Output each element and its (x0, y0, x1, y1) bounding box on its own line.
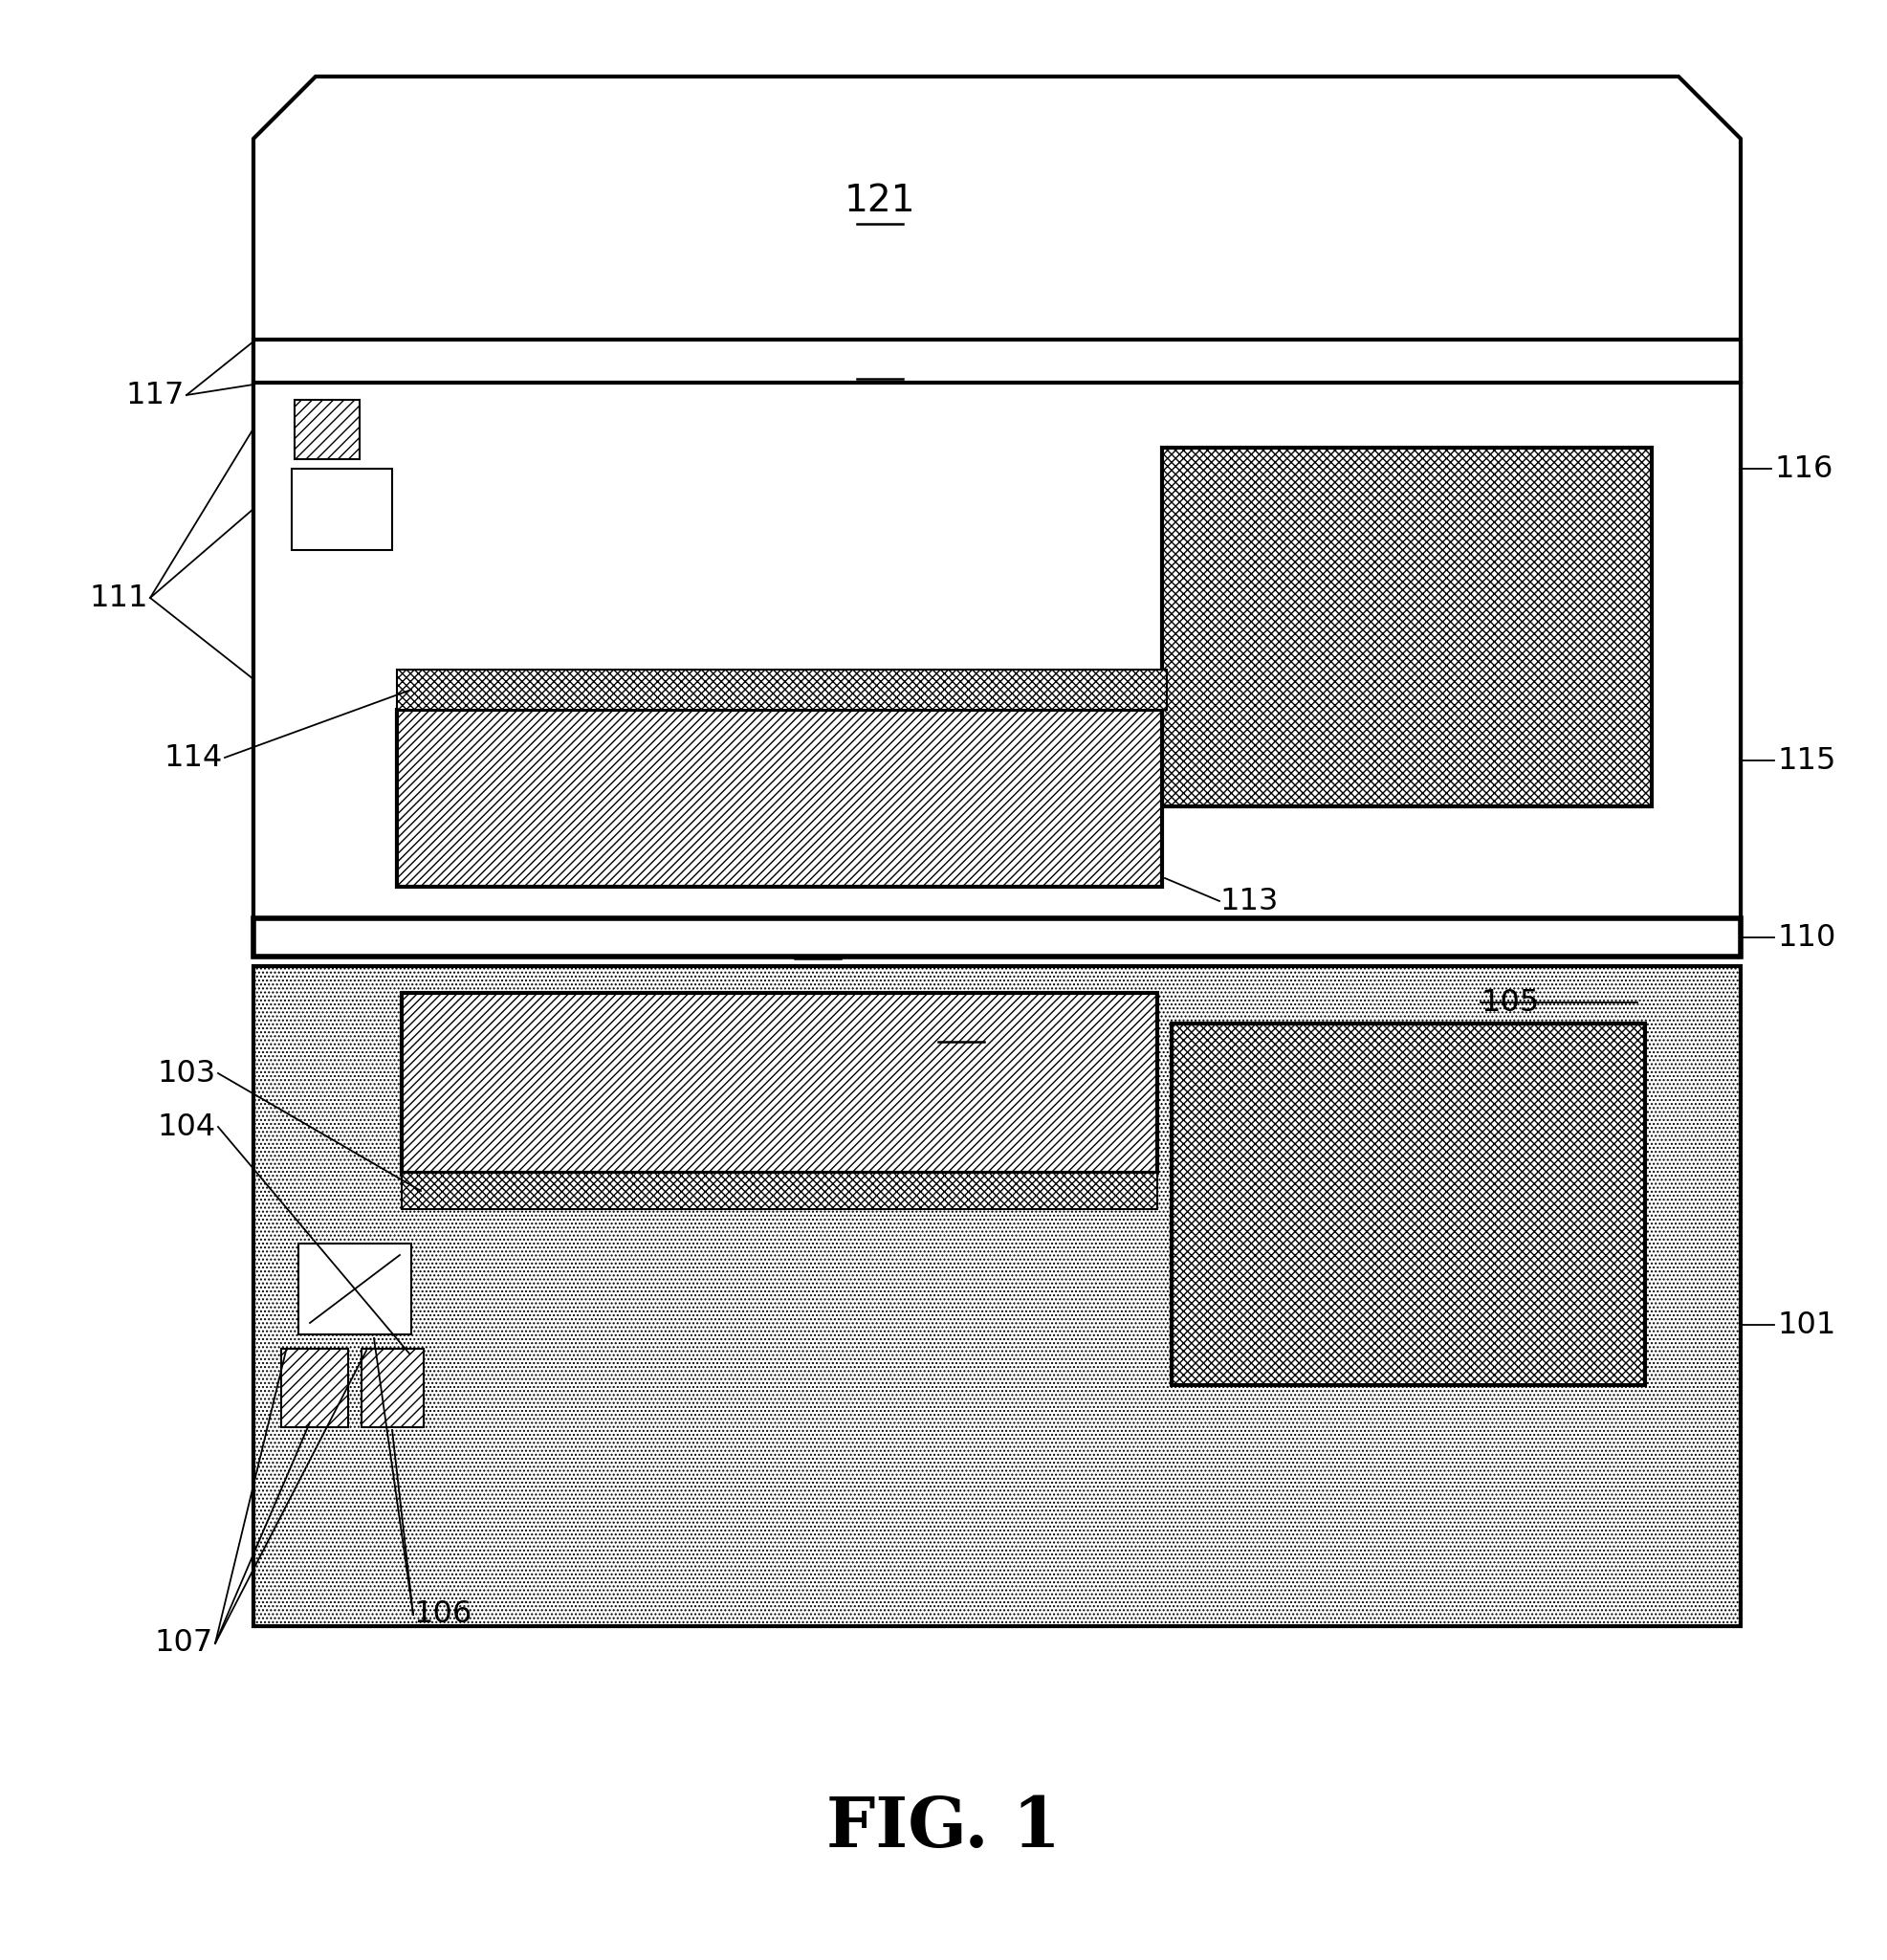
Bar (253, 339, 1740, 382)
Text: 116: 116 (1774, 455, 1832, 484)
Bar (292, 468, 392, 551)
Bar (402, 994, 1157, 1172)
Text: 101: 101 (1778, 1309, 1836, 1341)
Bar (298, 1243, 411, 1335)
Bar (362, 1348, 425, 1427)
Text: FIG. 1: FIG. 1 (827, 1793, 1060, 1860)
Text: 117: 117 (126, 380, 185, 410)
Bar (396, 670, 1166, 710)
Bar (1172, 1023, 1645, 1386)
Text: 107: 107 (155, 1629, 213, 1658)
Bar (281, 1348, 347, 1427)
Text: 103: 103 (159, 1058, 217, 1088)
Text: 115: 115 (1778, 745, 1836, 776)
Text: 104: 104 (159, 1111, 217, 1141)
Polygon shape (253, 76, 1740, 956)
Bar (402, 1172, 1157, 1209)
Text: 105: 105 (1481, 988, 1540, 1017)
Text: 106: 106 (413, 1599, 472, 1629)
Text: 121: 121 (843, 182, 915, 220)
Text: 102: 102 (927, 1000, 996, 1037)
Text: 120: 120 (843, 337, 915, 374)
Bar (253, 382, 1740, 919)
Text: 113: 113 (1219, 886, 1277, 915)
Bar (294, 400, 360, 459)
Bar (396, 710, 1162, 886)
Bar (253, 919, 1740, 956)
Bar (1162, 447, 1651, 806)
Bar (253, 966, 1740, 1627)
Text: 112: 112 (781, 917, 853, 955)
Text: 110: 110 (1778, 923, 1836, 953)
Text: 111: 111 (89, 582, 149, 613)
Text: 114: 114 (164, 743, 223, 772)
